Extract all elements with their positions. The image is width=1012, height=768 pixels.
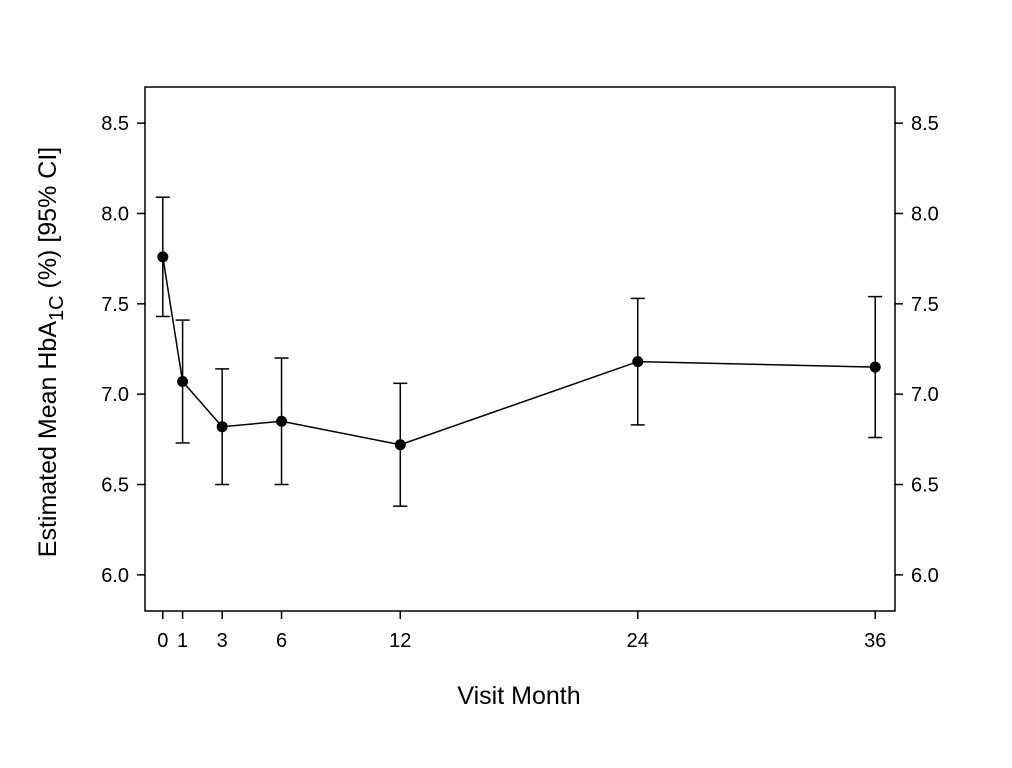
data-point xyxy=(276,415,288,427)
data-point xyxy=(216,421,228,433)
y-tick-label-right: 7.0 xyxy=(911,384,939,406)
plot-frame xyxy=(144,86,896,612)
data-point xyxy=(177,376,189,388)
y-tick-label-right: 6.0 xyxy=(911,565,939,587)
y-axis-title: Estimated Mean HbA1C (%) [95% CI] xyxy=(34,147,68,557)
y-tick-label-left: 6.0 xyxy=(101,565,129,587)
x-tick-label: 24 xyxy=(627,630,649,652)
series-line xyxy=(162,256,876,446)
axes: 0 1 3 6 12 24 366.06.57.07.58.08.56.06.57.07.5… xyxy=(101,86,939,652)
data-point xyxy=(157,251,169,263)
y-tick-label-right: 6.5 xyxy=(911,475,939,497)
y-axis-title-part1: Estimated Mean HbA xyxy=(34,321,62,558)
x-axis-title: Visit Month xyxy=(457,682,580,710)
series-line-group xyxy=(155,196,883,507)
data-point xyxy=(632,356,644,368)
x-tick-label: 1 xyxy=(177,630,188,652)
x-tick-label: 0 xyxy=(157,630,168,652)
y-tick-label-left: 8.0 xyxy=(101,203,129,225)
y-axis-title-part2: (%) [95% CI] xyxy=(34,147,62,296)
y-tick-label-left: 8.5 xyxy=(101,113,129,135)
y-tick-label-left: 7.0 xyxy=(101,384,129,406)
x-tick-label: 3 xyxy=(217,630,228,652)
y-tick-label-right: 8.0 xyxy=(911,203,939,225)
y-axis-title-subscript: 1C xyxy=(46,295,68,321)
x-tick-label: 6 xyxy=(276,630,287,652)
x-tick-label: 12 xyxy=(389,630,411,652)
y-tick-label-left: 6.5 xyxy=(101,475,129,497)
data-point xyxy=(394,439,406,451)
y-tick-label-right: 8.5 xyxy=(911,113,939,135)
x-tick-label: 36 xyxy=(864,630,886,652)
y-tick-label-right: 7.5 xyxy=(911,294,939,316)
data-point xyxy=(869,361,881,373)
y-tick-label-left: 7.5 xyxy=(101,294,129,316)
